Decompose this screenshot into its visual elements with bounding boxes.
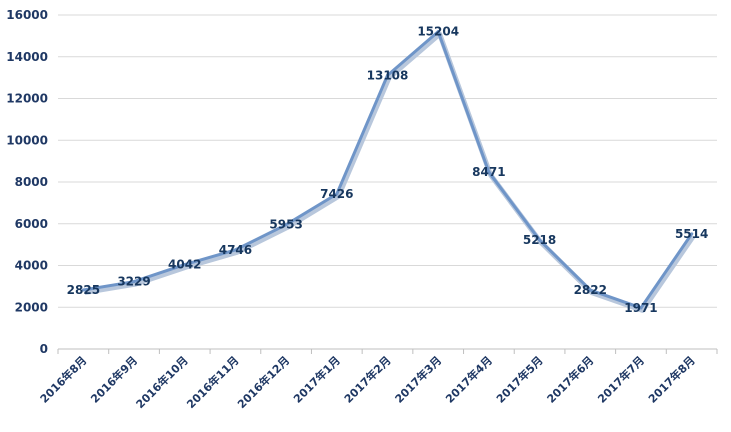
- data-label: 3229: [117, 275, 150, 289]
- y-tick-label: 14000: [6, 50, 48, 64]
- data-label: 1971: [624, 301, 657, 315]
- x-tick-label: 2017年4月: [442, 353, 495, 406]
- x-tick-label: 2017年6月: [544, 353, 597, 406]
- data-labels: 2825 3229 4042 4746 5953 7426 13108 15204 8471 52…: [67, 25, 709, 315]
- x-tick-label: 2016年10月: [133, 353, 191, 411]
- data-point: [132, 280, 136, 284]
- data-label: 5514: [675, 227, 708, 241]
- grid-lines: [58, 14, 717, 308]
- data-point: [588, 288, 592, 292]
- data-point: [436, 30, 440, 34]
- series-group: [81, 30, 696, 313]
- data-point: [639, 306, 643, 310]
- data-point: [487, 170, 491, 174]
- data-point: [233, 248, 237, 252]
- x-tick-label: 2017年7月: [595, 353, 648, 406]
- x-tick-label: 2016年11月: [184, 353, 242, 411]
- data-point: [335, 192, 339, 196]
- data-point: [284, 223, 288, 227]
- y-tick-label: 8000: [15, 175, 48, 189]
- x-tick-label: 2017年1月: [290, 353, 343, 406]
- x-tick-label: 2017年3月: [392, 353, 445, 406]
- x-tick-label: 2016年12月: [234, 353, 292, 411]
- data-point: [538, 238, 542, 242]
- data-point: [183, 263, 187, 267]
- data-label: 4042: [168, 258, 201, 272]
- y-tick-label: 12000: [6, 92, 48, 106]
- y-tick-label: 16000: [6, 8, 48, 22]
- data-point: [81, 288, 85, 292]
- data-label: 13108: [367, 68, 409, 82]
- data-point: [386, 73, 389, 77]
- x-tick-label: 2017年5月: [493, 353, 546, 406]
- data-label: 15204: [417, 25, 459, 39]
- axes: 0 2000 4000 6000 8000 10000 12000 14000 16000 201…: [6, 8, 718, 411]
- x-tick-label: 2016年8月: [37, 353, 90, 406]
- data-point: [690, 232, 694, 236]
- data-label: 7426: [320, 187, 353, 201]
- data-label: 2822: [574, 283, 607, 297]
- data-label: 5953: [269, 218, 302, 232]
- series-line-shadow: [84, 31, 696, 313]
- data-label: 5218: [523, 233, 556, 247]
- x-tick-label: 2017年8月: [645, 353, 698, 406]
- y-tick-label: 2000: [15, 300, 48, 314]
- y-tick-label: 4000: [15, 259, 48, 273]
- x-tick-label: 2017年2月: [341, 353, 394, 406]
- x-tick-label: 2016年9月: [88, 353, 141, 406]
- y-tick-label: 0: [40, 342, 48, 356]
- y-tick-label: 6000: [15, 217, 48, 231]
- data-label: 4746: [219, 243, 252, 257]
- data-label: 8471: [472, 165, 505, 179]
- data-label: 2825: [67, 283, 100, 297]
- y-tick-label: 10000: [6, 133, 48, 147]
